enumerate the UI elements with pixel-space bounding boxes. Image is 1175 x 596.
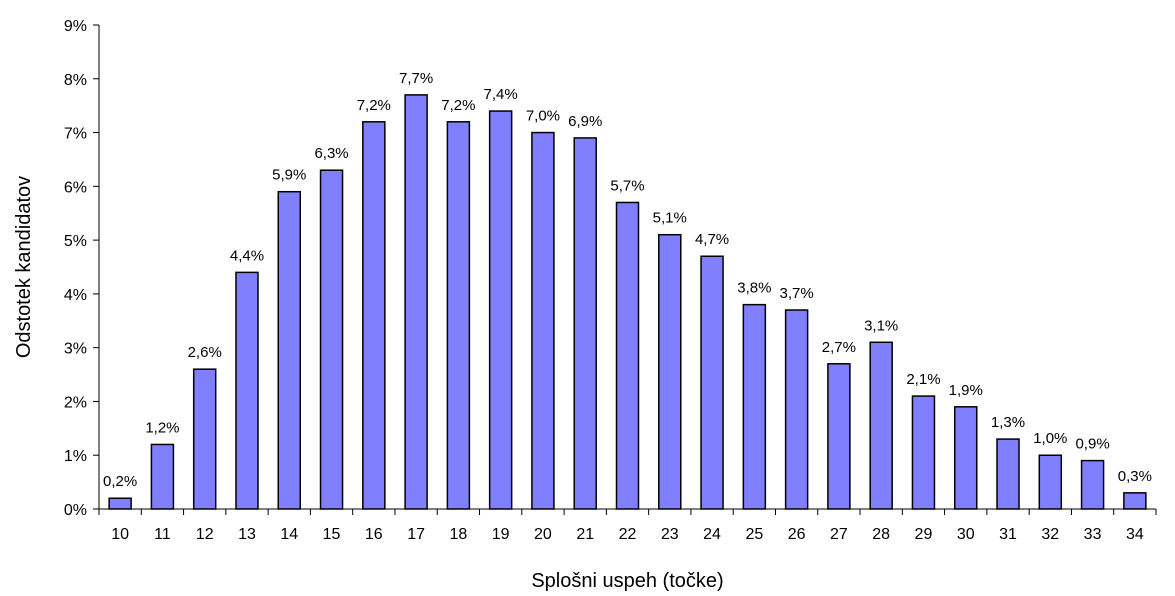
data-label: 5,9% (272, 167, 306, 184)
x-tick-label: 12 (196, 526, 214, 543)
bar (615, 201, 640, 510)
x-tick-label: 31 (999, 526, 1017, 543)
x-tick-label: 17 (407, 526, 425, 543)
data-label: 2,6% (188, 344, 222, 361)
bar (573, 137, 597, 510)
bar (404, 94, 428, 510)
bar (488, 110, 513, 510)
x-tick-label: 13 (238, 526, 256, 543)
bar (235, 271, 259, 510)
x-tick-label: 33 (1084, 526, 1102, 543)
data-label: 0,9% (1075, 436, 1109, 453)
bar (1080, 459, 1105, 510)
y-tick-label: 6% (64, 179, 87, 196)
data-label: 5,7% (610, 177, 644, 194)
data-label: 0,2% (103, 473, 137, 490)
bar (192, 368, 217, 510)
data-label: 1,9% (949, 382, 983, 399)
bar (319, 169, 344, 510)
x-tick-label: 24 (703, 526, 721, 543)
y-tick-label: 1% (64, 448, 87, 465)
data-label: 2,1% (906, 371, 940, 388)
data-label: 0,3% (1118, 468, 1152, 485)
data-label: 7,4% (484, 86, 518, 103)
data-label: 7,7% (399, 70, 433, 87)
data-label: 3,7% (780, 285, 814, 302)
x-tick-label: 25 (745, 526, 763, 543)
data-label: 1,0% (1033, 430, 1067, 447)
y-tick-label: 3% (64, 341, 87, 358)
bars (108, 94, 1147, 510)
bar (150, 443, 175, 510)
bar (742, 303, 767, 510)
bar (911, 395, 936, 510)
bar (277, 190, 302, 510)
data-label: 6,9% (568, 113, 602, 130)
data-label: 1,2% (145, 419, 179, 436)
x-tick-label: 23 (661, 526, 679, 543)
bar (108, 497, 132, 510)
y-tick-label: 0% (64, 502, 87, 519)
data-label: 2,7% (822, 339, 856, 356)
data-label: 4,4% (230, 247, 264, 264)
y-tick-label: 7% (64, 126, 87, 143)
x-tick-label: 29 (915, 526, 933, 543)
x-tick-label: 30 (957, 526, 975, 543)
x-tick-label: 14 (280, 526, 298, 543)
x-tick-label: 11 (154, 526, 171, 543)
y-tick-label: 4% (64, 287, 87, 304)
x-tick-label: 28 (872, 526, 890, 543)
bar (996, 438, 1020, 510)
bar (953, 406, 978, 510)
x-tick-label: 16 (365, 526, 383, 543)
bar (531, 131, 555, 510)
data-labels: 0,2% 1,2% 2,6% 4,4% 5,9% 6,3% 7,2% 7,7% 7,2% 7,4%… (103, 70, 1152, 490)
y-tick-label: 8% (64, 72, 87, 89)
bar (446, 121, 471, 510)
bar (658, 233, 682, 510)
y-tick-label: 5% (64, 233, 87, 250)
data-label: 7,2% (357, 97, 391, 114)
x-tick-label: 10 (111, 526, 129, 543)
bar (869, 341, 893, 510)
x-tick-label: 20 (534, 526, 552, 543)
x-axis-ticks: 10 11 12 13 14 15 16 17 18 19 20 21 22 23 24 25 26 27 28 29… (98, 509, 1157, 543)
data-label: 4,7% (695, 231, 729, 248)
y-tick-label: 2% (64, 394, 87, 411)
bar (700, 255, 724, 510)
x-tick-label: 27 (830, 526, 848, 543)
data-label: 7,2% (441, 97, 475, 114)
x-axis-title: Splošni uspeh (točke) (531, 570, 723, 592)
y-tick-label: 9% (64, 18, 87, 35)
bar (1038, 454, 1063, 510)
data-label: 6,3% (314, 145, 348, 162)
data-label: 7,0% (526, 108, 560, 125)
data-label: 5,1% (653, 210, 687, 227)
x-tick-label: 19 (492, 526, 510, 543)
x-tick-label: 26 (788, 526, 806, 543)
x-tick-label: 15 (323, 526, 341, 543)
x-tick-label: 22 (619, 526, 637, 543)
data-label: 3,8% (737, 280, 771, 297)
y-axis-ticks: 0% 1% 2% 3% 4% 5% 6% 7% 8% 9% (64, 18, 99, 519)
bar (362, 121, 386, 510)
y-axis-title: Odstotek kandidatov (13, 176, 35, 358)
bar (827, 363, 851, 510)
x-tick-label: 34 (1126, 526, 1144, 543)
data-label: 3,1% (864, 317, 898, 334)
x-tick-label: 32 (1041, 526, 1059, 543)
x-tick-label: 21 (576, 526, 594, 543)
data-label: 1,3% (991, 414, 1025, 431)
bar (784, 309, 809, 510)
x-tick-label: 18 (449, 526, 467, 543)
bar (1123, 492, 1147, 510)
